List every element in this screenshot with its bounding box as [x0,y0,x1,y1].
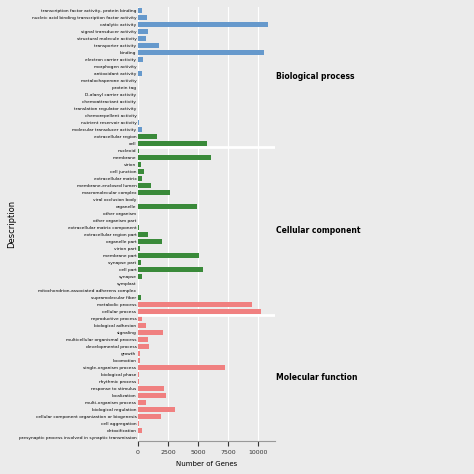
Bar [138,309,261,314]
Bar [138,134,157,139]
Bar [138,71,142,76]
Bar [138,344,149,349]
Bar [138,323,146,328]
Bar [138,190,171,195]
Bar [138,330,163,335]
Bar [138,400,146,405]
Bar [138,29,148,34]
Y-axis label: Description: Description [7,200,16,248]
Bar [138,43,159,48]
Bar [138,148,139,153]
Bar [138,232,148,237]
Bar [138,120,139,125]
Bar [138,393,165,398]
Bar [138,274,142,279]
Bar [138,365,225,370]
Bar [138,225,139,230]
Bar [138,316,143,321]
Bar [138,302,253,307]
Bar [138,204,197,209]
Bar [138,253,200,258]
Bar [138,379,139,384]
Bar [138,260,141,265]
Bar [138,15,147,20]
Bar [138,386,164,391]
Bar [138,155,211,160]
Bar [138,414,161,419]
Bar [138,358,140,363]
Bar [138,239,162,244]
Bar [138,428,142,433]
Bar [138,176,143,181]
Bar [138,407,175,412]
Bar [138,127,143,132]
Bar [138,141,207,146]
Bar [138,183,151,188]
Bar [138,351,140,356]
Bar [138,22,268,27]
Text: Cellular component: Cellular component [276,227,360,236]
Bar [138,267,203,272]
Bar [138,372,139,377]
Bar [138,246,140,251]
Bar [138,337,148,342]
Bar [138,162,141,167]
Bar [138,36,146,41]
Text: Biological process: Biological process [276,73,355,82]
Bar [138,295,141,300]
X-axis label: Number of Genes: Number of Genes [175,461,237,467]
Bar [138,50,264,55]
Bar [138,421,139,426]
Text: Molecular function: Molecular function [276,374,357,383]
Bar [138,169,144,174]
Bar [138,57,143,62]
Bar [138,8,142,13]
